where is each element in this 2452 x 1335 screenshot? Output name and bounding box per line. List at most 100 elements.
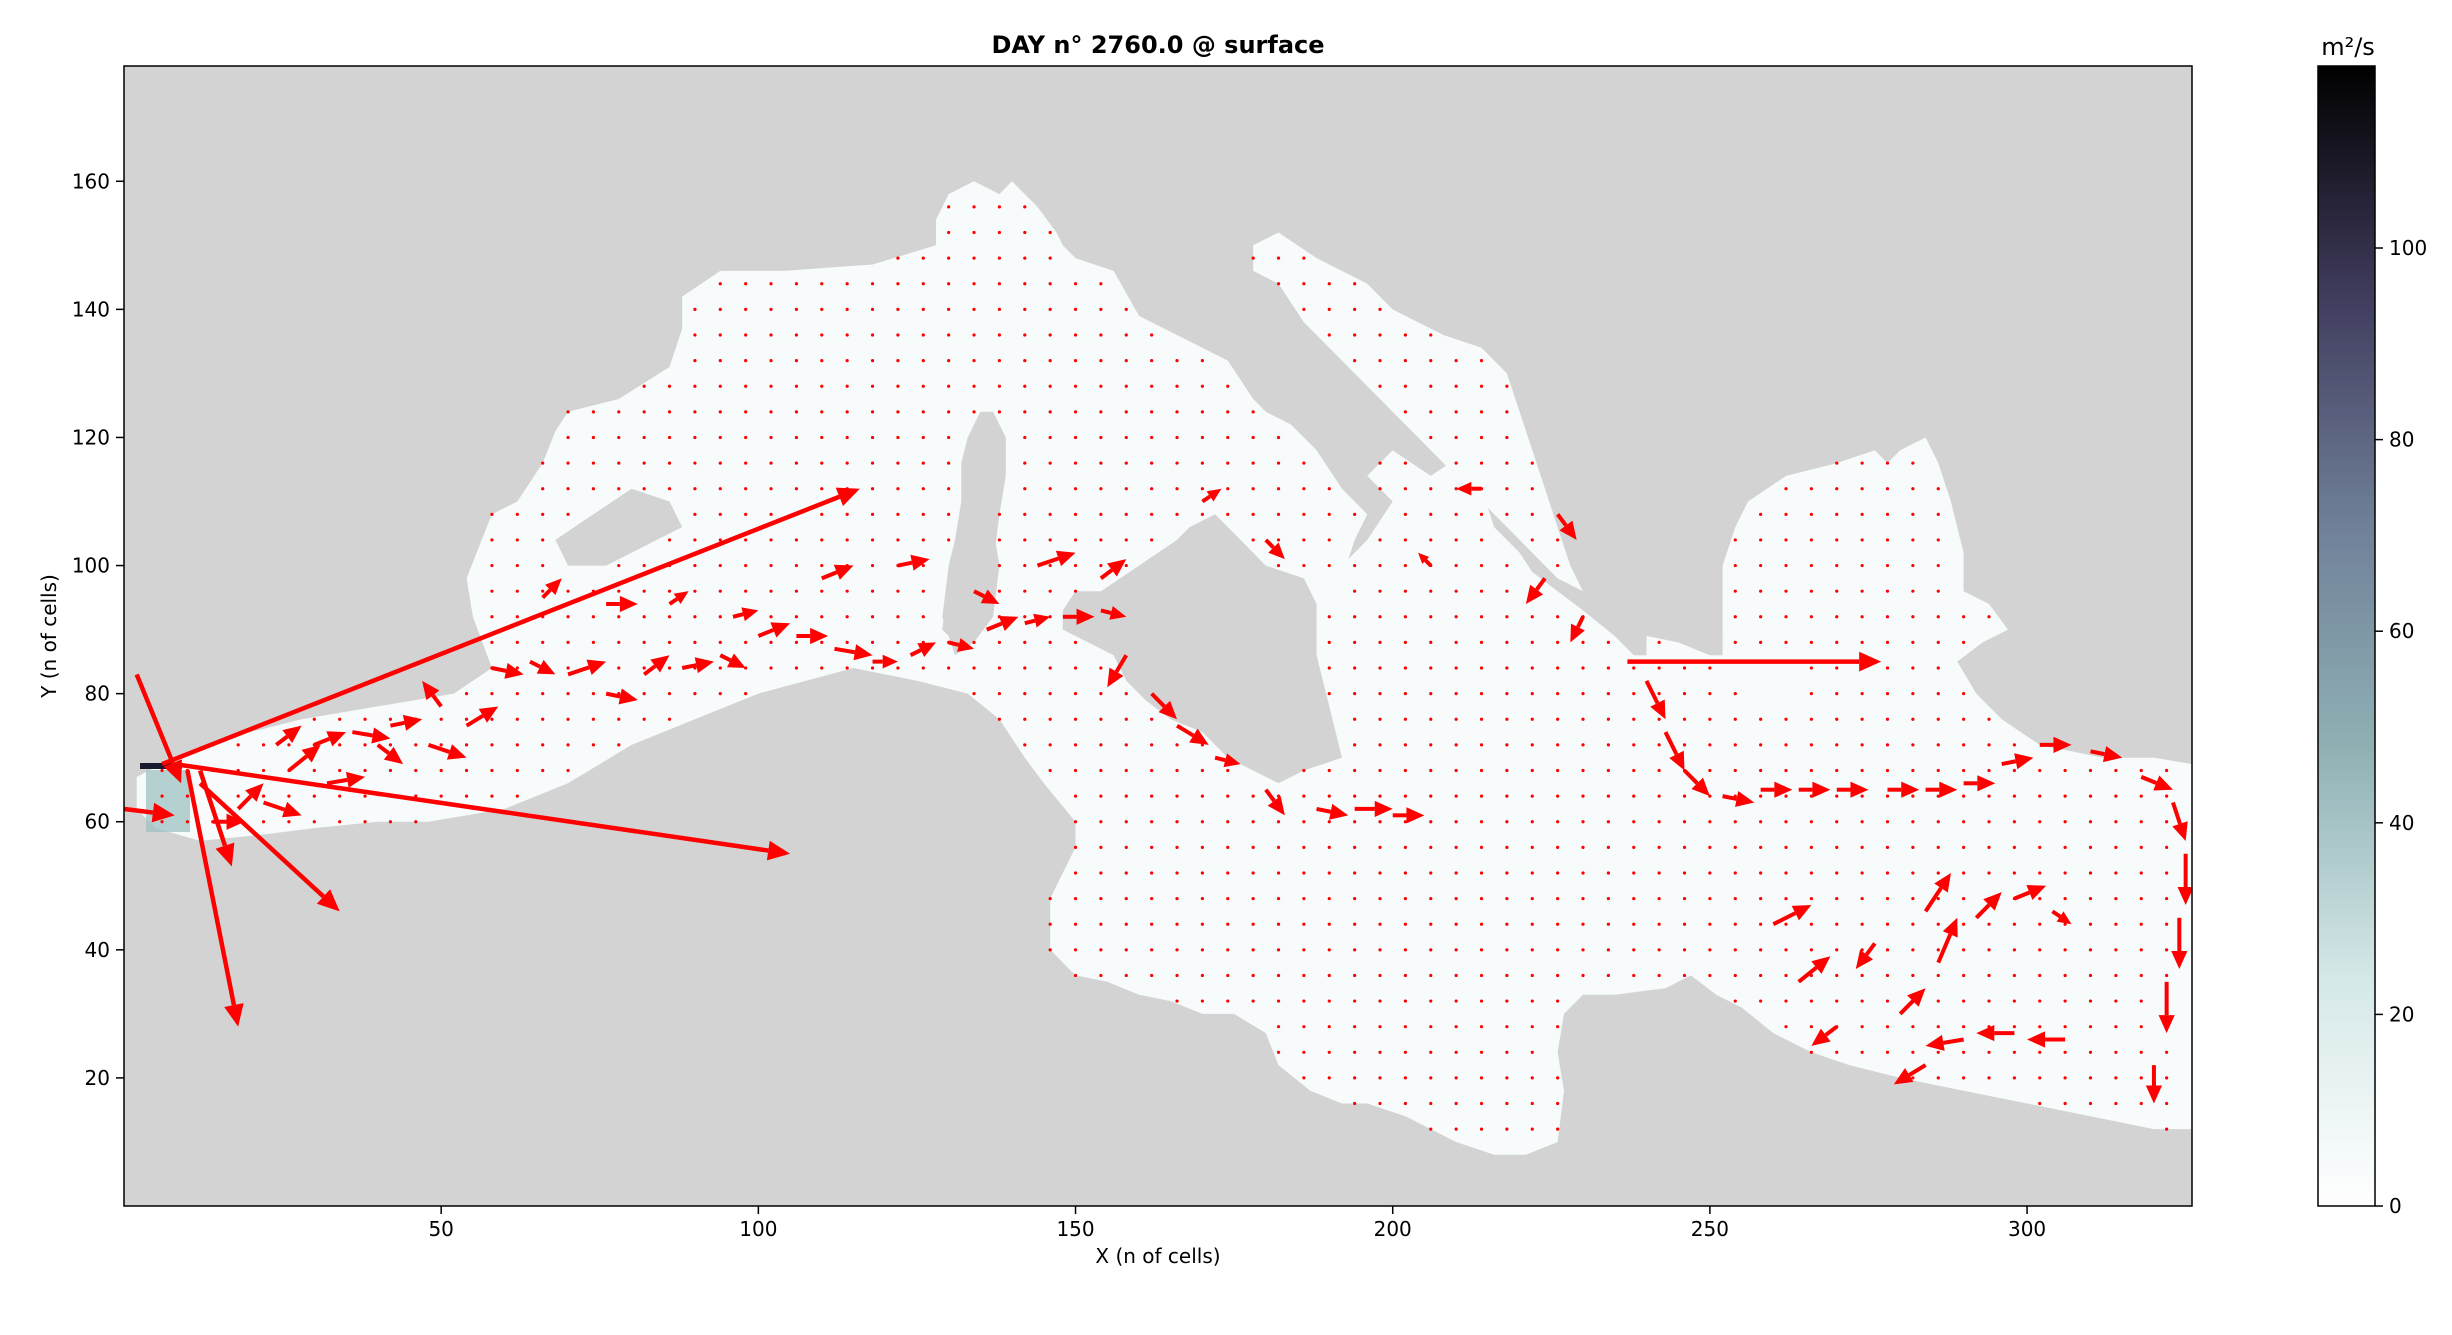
velocity-point: [642, 640, 646, 645]
velocity-point: [2088, 973, 2093, 978]
velocity-point: [2165, 845, 2169, 849]
velocity-point: [1835, 845, 1839, 849]
velocity-point: [794, 410, 799, 414]
velocity-point: [1505, 461, 1509, 465]
velocity-point: [1911, 615, 1915, 619]
velocity-arrow: [897, 554, 930, 571]
velocity-point: [2038, 999, 2042, 1003]
velocity-point: [2088, 794, 2093, 798]
velocity-point: [1657, 692, 1661, 696]
velocity-point: [1276, 1025, 1281, 1029]
velocity-point: [388, 820, 393, 824]
velocity-point: [1505, 1127, 1509, 1131]
velocity-point: [997, 589, 1002, 593]
velocity-point: [1784, 563, 1788, 568]
velocity-point: [1581, 922, 1585, 926]
velocity-point: [1378, 1050, 1382, 1054]
velocity-point: [1885, 1050, 1890, 1054]
velocity-point: [1200, 948, 1205, 952]
velocity-point: [744, 487, 748, 491]
velocity-point: [1835, 563, 1839, 568]
velocity-point: [1048, 256, 1052, 260]
velocity-point: [1150, 743, 1154, 747]
velocity-point: [236, 794, 240, 798]
plot-area: [123, 65, 2193, 1207]
velocity-point: [1682, 871, 1687, 875]
velocity-point: [1454, 794, 1458, 798]
velocity-point: [1505, 922, 1509, 926]
velocity-point: [1175, 794, 1179, 798]
velocity-point: [921, 589, 925, 593]
velocity-point: [921, 461, 925, 465]
velocity-point: [1530, 666, 1534, 670]
velocity-point: [1987, 948, 1991, 952]
velocity-point: [794, 666, 799, 670]
velocity-point: [1556, 563, 1560, 568]
velocity-point: [1962, 615, 1966, 619]
velocity-point: [1809, 615, 1813, 619]
velocity-arrow: [313, 731, 347, 747]
velocity-point: [1276, 563, 1281, 568]
velocity-point: [896, 435, 900, 440]
velocity-point: [1784, 768, 1788, 773]
velocity-point: [1454, 845, 1458, 849]
velocity-point: [2012, 999, 2016, 1003]
velocity-point: [1530, 640, 1534, 645]
velocity-point: [1327, 307, 1331, 311]
velocity-point: [1403, 615, 1407, 619]
velocity-point: [1378, 922, 1382, 926]
velocity-point: [1023, 640, 1027, 645]
velocity-point: [1556, 615, 1560, 619]
velocity-point: [1936, 666, 1940, 670]
velocity-point: [1581, 692, 1585, 696]
velocity-point: [1606, 717, 1610, 721]
colorbar-tick-label: 40: [2389, 811, 2414, 835]
velocity-point: [1860, 896, 1864, 901]
velocity-point: [1302, 512, 1306, 516]
velocity-point: [1327, 896, 1331, 901]
velocity-point: [2139, 768, 2143, 773]
velocity-point: [1429, 435, 1433, 440]
velocity-point: [1530, 1127, 1534, 1131]
velocity-point: [1987, 845, 1991, 849]
velocity-point: [1936, 615, 1940, 619]
velocity-point: [693, 563, 697, 568]
velocity-point: [947, 333, 951, 337]
velocity-point: [1936, 845, 1940, 849]
velocity-point: [1124, 410, 1128, 414]
velocity-point: [1530, 512, 1534, 516]
velocity-point: [1784, 743, 1788, 747]
velocity-point: [1936, 563, 1940, 568]
velocity-point: [1479, 820, 1484, 824]
velocity-point: [1200, 435, 1205, 440]
velocity-point: [1200, 845, 1205, 849]
velocity-point: [1530, 1101, 1534, 1106]
velocity-point: [1124, 487, 1128, 491]
velocity-point: [769, 282, 773, 286]
velocity-point: [1454, 1025, 1458, 1029]
velocity-point: [1759, 538, 1763, 542]
velocity-point: [1682, 717, 1687, 721]
velocity-point: [1936, 1050, 1940, 1054]
velocity-point: [591, 410, 596, 414]
velocity-point: [744, 589, 748, 593]
velocity-point: [2012, 845, 2016, 849]
velocity-arrow: [1772, 904, 1812, 926]
velocity-point: [1784, 615, 1788, 619]
velocity-point: [1885, 666, 1890, 670]
velocity-point: [1581, 896, 1585, 901]
velocity-point: [744, 384, 748, 388]
velocity-point: [1632, 871, 1636, 875]
velocity-point: [1987, 973, 1991, 978]
velocity-point: [718, 461, 722, 465]
velocity-point: [1073, 794, 1078, 798]
velocity-point: [1150, 948, 1154, 952]
velocity-point: [1403, 1101, 1407, 1106]
velocity-point: [617, 461, 621, 465]
velocity-point: [1962, 896, 1966, 901]
velocity-point: [1962, 640, 1966, 645]
velocity-point: [1378, 896, 1382, 901]
velocity-point: [1936, 948, 1940, 952]
velocity-point: [1175, 820, 1179, 824]
velocity-point: [870, 435, 875, 440]
